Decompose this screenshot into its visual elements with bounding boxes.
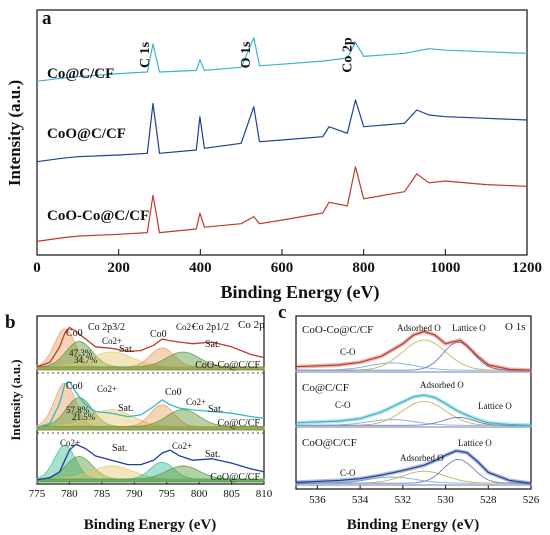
panel-b-annotation: Co2+ [176,322,196,332]
panel-a-xtick-label: 600 [271,260,294,276]
panel-b-annotation: Co2+ [102,336,122,346]
panel-b-fit-component [36,409,265,431]
panel-c-content: 536 534 532 530 528 526 CoO-Co@C/CF Co@C/CF CoO@… [295,323,540,506]
panel-b-annotation: 21.5% [72,412,96,422]
panel-c-xtick-label: 530 [437,494,454,506]
panel-b-annotation: 34.7% [74,355,98,365]
panel-b-xtick-label: 785 [94,488,111,500]
panel-a-series-label: Co@C/CF [47,66,114,82]
panel-a-peak-label: C 1s [138,41,153,68]
panel-c-xtick-label: 526 [523,494,540,506]
panel-b-frame [36,315,265,485]
panel-a-xtick-label: 200 [107,260,130,276]
panel-c-annotation: Adsorbed O [400,453,444,463]
panel-c-annotation: C-O [340,347,356,357]
panel-b-annotation: 57.8% [66,405,90,415]
panel-b-series-label: CoO-Co@C/CF [195,360,260,371]
panel-b-annotation: Co 2p1/2 [192,322,229,333]
panel-b-annotation: Sat. [118,403,133,414]
panel-b-xtick-label: 795 [158,488,175,500]
panel-b-annotation: Co2+ [186,397,206,407]
panel-b-annotation: Co0 [165,387,182,398]
panel-a-xtick-label: 0 [33,260,41,276]
panel-a-series-label: CoO@C/CF [47,126,126,142]
panel-a-series-line [36,37,528,82]
panel-b-series-label: CoO@C/CF [210,472,260,483]
panel-c-series-band [295,329,532,373]
panel-b-annotation: Co0 [66,328,83,339]
panel-b-ylabel: Intensity (a.u.) [8,359,23,440]
panel-b-xtick-label: 805 [223,488,240,500]
panel-b-annotation: Sat. [208,404,223,415]
panel-a-xtick-label: 1000 [430,260,460,276]
panel-c-series-line [295,394,532,426]
panel-b-annotation: Co2+ [97,384,117,394]
panel-b-series-line [36,326,265,368]
panel-a-peak-label: Co 2p [341,37,356,73]
panel-a-xtick-label: 400 [189,260,212,276]
panel-c-fit-component [295,416,532,428]
panel-c-series-line [295,330,532,371]
panel-b-xtick-label: 800 [191,488,208,500]
panel-b-series-line [36,380,265,429]
panel-b-annotation: Sat. [112,443,127,454]
panel-c-series-label: Co@C/CF [302,382,349,394]
panel-a-ylabel: Intensity (a.u.) [5,80,24,186]
panel-b-annotation: Co 2p3/2 [88,322,125,333]
panel-a-series: Co@C/CF CoO@C/CF CoO-Co@C/CF [36,37,528,242]
panel-b-annotation: Co0 [66,381,83,392]
panel-a-series-label: CoO-Co@C/CF [47,208,149,224]
panel-c-xlabel: Binding Energy (eV) [347,517,480,533]
panel-a-xtick-label: 1200 [512,260,542,276]
panel-c-annotation: C-O [335,400,351,410]
panel-a-ticks: 0 200 400 600 800 1000 1200 [33,249,542,276]
panel-b-content: 775 780 785 790 795 800 805 810 CoO-Co@C/CF Co@C/… [29,322,273,500]
panel-c-annotation: Lattice O [452,323,486,333]
panel-a-xlabel: Binding Energy (eV) [220,282,379,303]
panel-c-series-label: CoO@C/CF [302,437,357,449]
panel-c-series-label: CoO-Co@C/CF [302,324,373,336]
panel-c-fit-component [295,341,532,373]
panel-b-xtick-label: 780 [61,488,78,500]
panel-b-corner-label: Co 2p [238,319,265,331]
panel-b-annotation: Sat. [205,449,220,460]
panel-b-annotation: Co2+ [60,438,80,448]
panel-c-letter: c [278,302,286,323]
panel-b-series-label: Co@C/CF [217,418,260,429]
panel-b-annotation: Sat. [119,344,134,355]
panel-a-letter: a [42,8,52,29]
panel-b-annotation: Co2+ [172,441,192,451]
panel-c-frame [295,315,532,490]
panel-a-xtick-label: 800 [352,260,375,276]
panel-c-fit-component [295,459,532,486]
panel-b-annotation: Sat. [205,339,220,350]
panel-c-annotation: Adsorbed O [397,323,441,333]
panel-c-xtick-label: 532 [395,494,412,506]
panel-c-annotation: C-O [340,468,356,478]
panel-c-xtick-label: 536 [309,494,326,506]
panel-b-xtick-label: 810 [256,488,273,500]
panel-b-fit-component [36,465,265,483]
panel-b-series-line [36,443,265,481]
panel-b-xtick-label: 775 [29,488,46,500]
panel-c-corner-label: O 1s [505,321,525,333]
panel-c-xtick-label: 528 [480,494,497,506]
panel-a-series-line [36,99,528,163]
panel-b-fit-component [36,351,265,371]
panel-b-xtick-label: 790 [126,488,143,500]
panel-b-xlabel: Binding Energy (eV) [84,517,217,533]
panel-a-peak-labels: C 1s O 1s Co 2p [138,37,356,73]
panel-c-xtick-label: 534 [352,494,369,506]
panel-b-annotation: Co0 [150,329,167,340]
panel-c-annotation: Lattice O [458,438,492,448]
panel-c-annotation: Lattice O [478,401,512,411]
panel-c-annotation: Adsorbed O [420,380,464,390]
panel-b-annotation: 47.3% [69,348,93,358]
panel-a-series-line [36,166,528,242]
panel-b-letter: b [5,312,16,333]
panel-c-series-line [295,450,532,484]
panel-a-peak-label: O 1s [239,41,254,68]
